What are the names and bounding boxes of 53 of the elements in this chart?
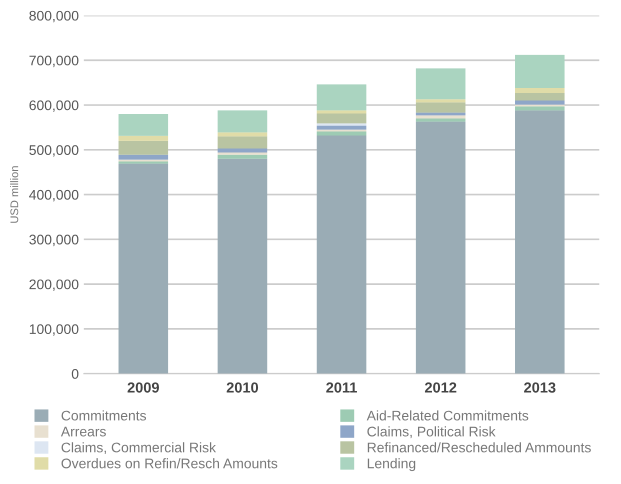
x-tick-label: 2013 — [524, 382, 556, 393]
bar — [118, 136, 168, 141]
y-tick-label: 500,000 — [29, 145, 78, 157]
bar — [218, 136, 268, 148]
bar — [416, 102, 466, 113]
y-tick-label: 200,000 — [29, 279, 78, 291]
bar — [316, 110, 366, 114]
bar — [416, 115, 466, 118]
legend-label: Refinanced/Rescheduled Ammounts — [368, 442, 591, 452]
bar — [515, 106, 565, 110]
bar — [416, 122, 466, 374]
bar — [316, 114, 366, 124]
legend-label: Arrears — [60, 426, 106, 436]
x-tick-label: 2010 — [226, 382, 258, 393]
bar — [515, 100, 565, 105]
bar — [515, 92, 565, 101]
legend-label: Overdues on Refin/Resch Amounts — [62, 458, 278, 468]
bar — [416, 99, 466, 102]
bar — [515, 110, 565, 374]
x-tick-label: 2012 — [424, 382, 456, 393]
bar — [118, 140, 168, 155]
legend-label: Claims, Commercial Risk — [62, 442, 216, 454]
legend-label: Aid-Related Commitments — [366, 410, 528, 421]
legend-label: Commitments — [62, 410, 146, 421]
y-tick-label: 800,000 — [29, 10, 78, 22]
y-tick-label: 100,000 — [30, 324, 78, 336]
bar — [218, 110, 268, 132]
bar — [118, 164, 168, 374]
x-tick-label: 2009 — [128, 382, 159, 393]
y-tick-label: 600,000 — [29, 100, 78, 112]
y-tick-label: 700,000 — [29, 56, 78, 68]
bar — [118, 154, 168, 160]
bar — [316, 84, 366, 110]
bar — [316, 126, 366, 130]
bar — [218, 148, 268, 152]
x-tick-label: 2011 — [326, 382, 357, 393]
y-tick-label: 300,000 — [29, 234, 78, 246]
bar — [218, 132, 268, 136]
legend-label: Claims, Political Risk — [367, 426, 496, 438]
bar — [218, 154, 268, 159]
y-axis-title: USD million — [10, 166, 18, 223]
bar — [416, 112, 466, 116]
bar — [515, 54, 565, 88]
bar — [316, 131, 366, 136]
bar — [515, 88, 565, 93]
bar — [218, 158, 268, 374]
bar — [118, 114, 168, 136]
y-tick-label: 0 — [72, 368, 78, 379]
legend-label: Lending — [368, 458, 416, 472]
y-tick-label: 400,000 — [29, 190, 78, 202]
bar — [416, 118, 466, 122]
bar — [416, 68, 466, 100]
bar — [316, 135, 366, 374]
